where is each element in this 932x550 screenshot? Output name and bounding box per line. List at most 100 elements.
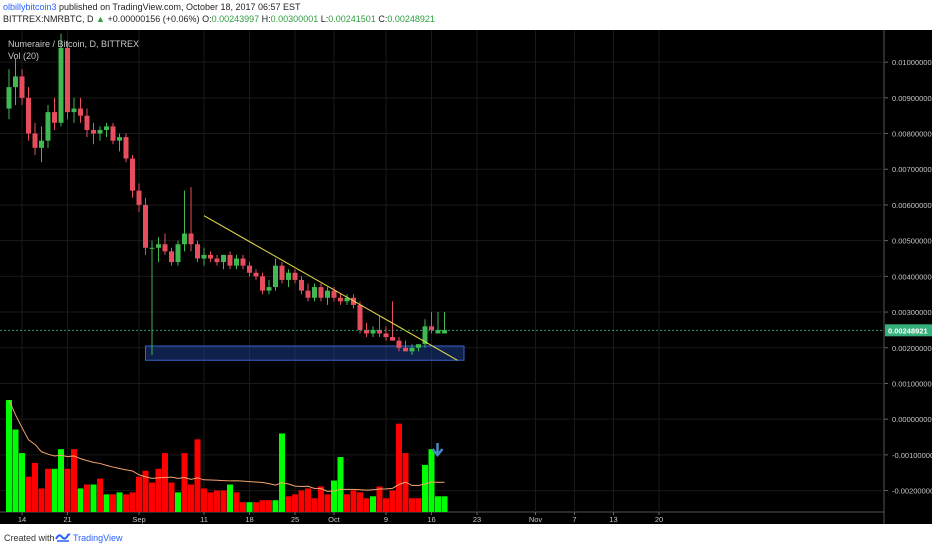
volume-bar <box>240 502 246 512</box>
candle-body <box>195 244 200 259</box>
price-tick-label: 0.00500000 <box>892 237 932 246</box>
candle-body <box>422 326 428 345</box>
volume-bar <box>90 484 97 512</box>
candle-body <box>396 340 402 348</box>
price-tick-label: 0.00000000 <box>892 415 932 424</box>
author-link[interactable]: olbillybitcoin3 <box>3 2 57 12</box>
candle-body <box>91 129 96 134</box>
candle-body <box>383 333 389 338</box>
volume-bar <box>311 498 318 512</box>
candle-body <box>286 272 291 280</box>
candle-body <box>149 247 155 249</box>
time-tick-label: 13 <box>609 515 617 524</box>
candle-body <box>416 344 421 348</box>
tradingview-link[interactable]: TradingView <box>73 533 123 543</box>
volume-bar <box>188 484 194 512</box>
candle-body <box>442 329 447 334</box>
volume-bar <box>136 476 142 512</box>
candle-body <box>97 129 103 134</box>
volume-bar <box>428 449 435 512</box>
time-tick-label: 18 <box>245 515 253 524</box>
symbol-label: BITTREX:NMRBTC, D <box>3 14 94 24</box>
volume-bar <box>441 496 448 512</box>
volume-bar <box>285 496 292 512</box>
time-tick-label: Nov <box>529 515 543 524</box>
candle-body <box>370 329 376 334</box>
legend-volume: Vol (20) <box>8 51 39 61</box>
published-text: published on TradingView.com, October 18… <box>56 2 301 12</box>
volume-bar <box>337 457 344 512</box>
low-label: L: <box>320 14 329 24</box>
price-chart[interactable]: 0.00248921 0.01000000 0.00900000 0.0080000… <box>0 30 932 524</box>
candle-body <box>104 126 109 130</box>
volume-bar <box>149 482 155 512</box>
volume-bar <box>389 490 396 512</box>
time-axis[interactable] <box>0 512 884 524</box>
time-tick-label: Sep <box>132 515 145 524</box>
tradingview-logo-icon <box>55 533 71 542</box>
volume-bar <box>25 476 32 512</box>
candle-body <box>279 265 285 280</box>
volume-bar <box>305 488 311 512</box>
candle-body <box>123 137 129 159</box>
candle-body <box>71 108 77 113</box>
candle-body <box>52 112 57 123</box>
candle-body <box>58 47 64 123</box>
price-tick-label: 0.00300000 <box>892 308 932 317</box>
volume-bar <box>45 468 51 512</box>
volume-bar <box>110 494 116 512</box>
volume-bar <box>292 494 298 512</box>
candle-body <box>110 126 116 141</box>
volume-bar <box>194 439 201 512</box>
volume-bar <box>58 449 64 512</box>
volume-bar <box>201 488 207 512</box>
low-value: 0.00241501 <box>328 14 376 24</box>
candle-body <box>156 244 161 248</box>
volume-bar <box>71 449 77 512</box>
volume-bar <box>370 496 376 512</box>
time-tick-label: 21 <box>63 515 71 524</box>
created-with-text: Created with <box>4 533 55 543</box>
volume-bar <box>175 492 181 512</box>
candle-body <box>39 140 44 148</box>
volume-bar <box>97 478 103 512</box>
price-tick-label: 0.00600000 <box>892 201 932 210</box>
chart-frame[interactable]: 0.00248921 0.01000000 0.00900000 0.0080000… <box>0 30 932 524</box>
candle-body <box>364 329 369 334</box>
last-price-label: 0.00248921 <box>888 326 928 335</box>
candle-body <box>234 258 239 266</box>
volume-bar <box>259 500 266 512</box>
volume-bar <box>142 470 149 512</box>
candle-body <box>26 97 31 134</box>
volume-bar <box>272 500 279 512</box>
price-tick-label: 0.00900000 <box>892 94 932 103</box>
time-tick-label: 7 <box>572 515 576 524</box>
volume-bar <box>12 429 19 512</box>
candle-body <box>175 244 181 263</box>
candle-body <box>78 108 83 116</box>
time-tick-label: 11 <box>200 515 208 524</box>
candle-body <box>182 233 187 245</box>
candle-body <box>169 251 174 263</box>
high-label: H: <box>261 14 271 24</box>
volume-bar <box>363 498 370 512</box>
candle-body <box>292 272 298 280</box>
volume-bar <box>51 468 58 512</box>
candle-body <box>325 290 330 298</box>
candle-body <box>65 47 70 113</box>
candle-body <box>318 287 324 298</box>
price-tick-label: -0.00100000 <box>892 451 932 460</box>
chart-header-ohlc-line: BITTREX:NMRBTC, D ▲ +0.00000156 (+0.06%)… <box>3 14 435 26</box>
time-tick-label: 23 <box>473 515 481 524</box>
volume-bar <box>84 484 90 512</box>
plot-area[interactable] <box>0 30 884 512</box>
footer: Created with TradingView <box>0 528 932 550</box>
high-value: 0.00300001 <box>270 14 319 24</box>
candle-body <box>266 287 272 291</box>
volume-bar <box>298 490 305 512</box>
volume-bar <box>344 494 350 512</box>
candle-body <box>136 190 142 205</box>
volume-bar <box>318 486 324 512</box>
price-axis[interactable] <box>884 30 932 524</box>
volume-bar <box>396 423 402 512</box>
